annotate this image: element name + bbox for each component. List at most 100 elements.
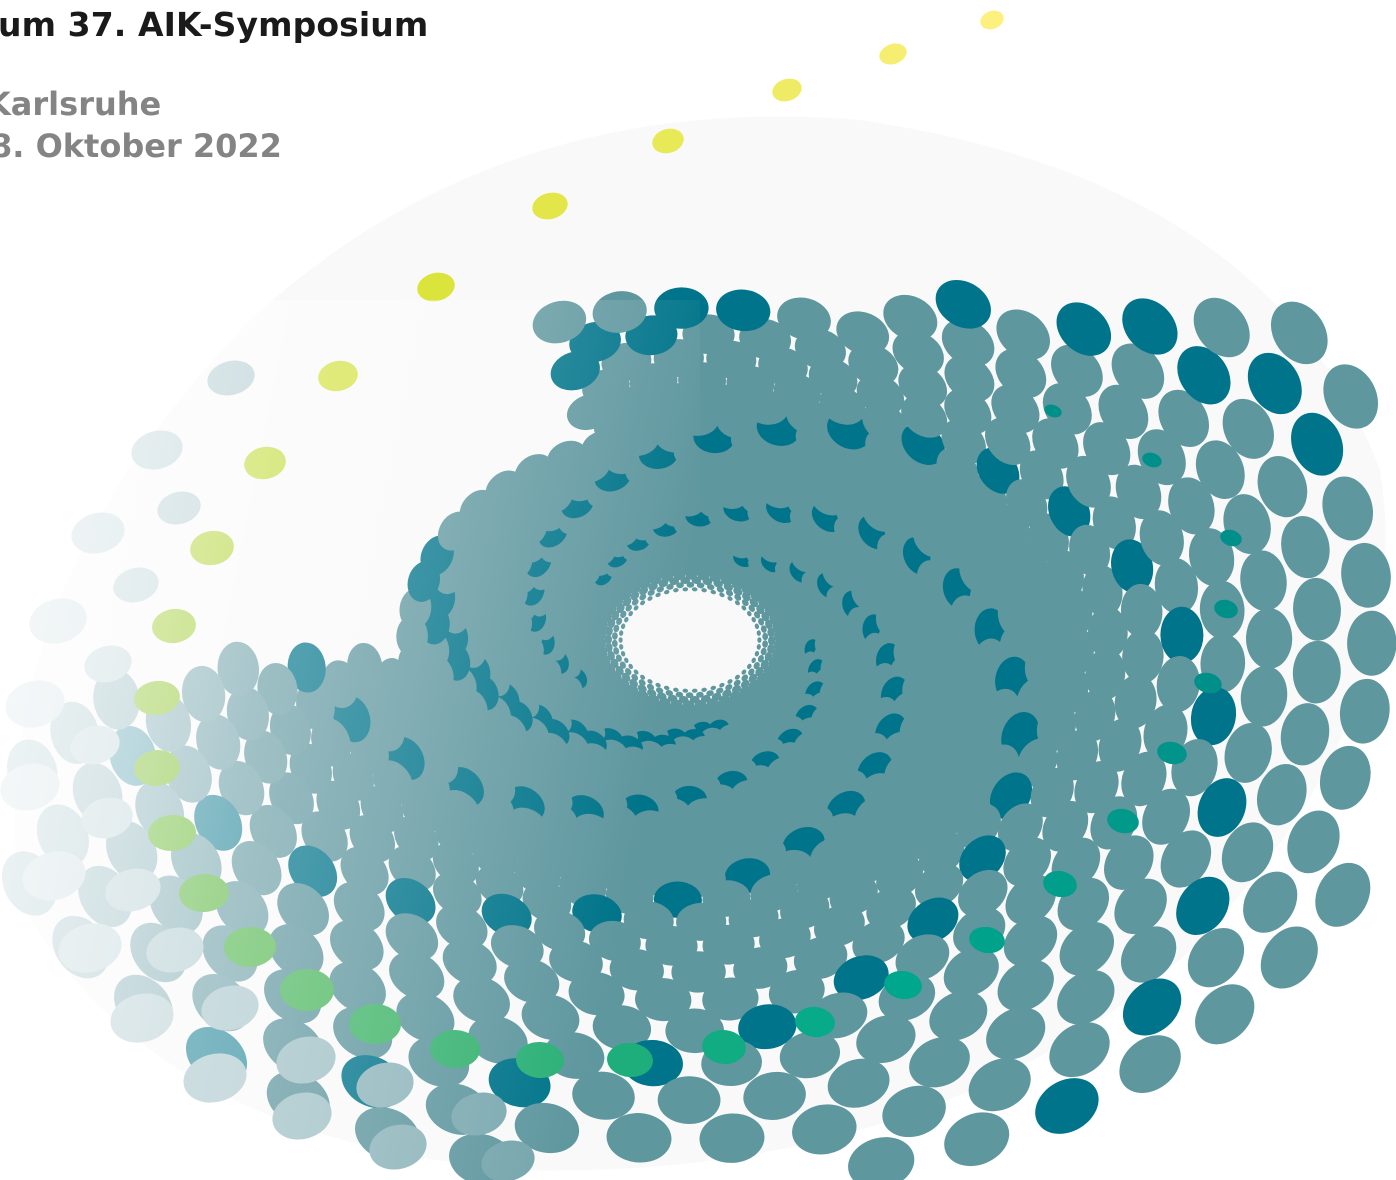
spiral-dot [856, 1014, 916, 1064]
spiral-dot [1049, 664, 1089, 715]
spiral-dot [699, 1113, 765, 1163]
accent-dot [702, 1029, 746, 1065]
spiral-dot [731, 685, 742, 694]
accent-dot [795, 1006, 835, 1038]
spiral-dot [751, 616, 756, 623]
spiral-dot [727, 679, 733, 684]
accent-dot [980, 10, 1004, 30]
spiral-dot [706, 690, 714, 697]
accent-dot [879, 43, 907, 65]
spiral-dot [1322, 476, 1374, 541]
spiral-dot [944, 355, 995, 402]
spiral-dot [733, 679, 741, 687]
spiral-dot [768, 969, 825, 1014]
spiral-dot [716, 687, 724, 694]
spiral-dot [866, 886, 916, 930]
accent-dot [1214, 599, 1238, 619]
spiral-dot [907, 897, 959, 944]
spiral-dot [741, 674, 749, 682]
spiral-dot [756, 644, 761, 650]
spiral-dot [1056, 302, 1112, 356]
spiral-dot [1051, 344, 1103, 398]
spiral-dot [779, 1031, 841, 1079]
spiral-dot [1074, 689, 1116, 742]
spiral-dot [748, 668, 755, 676]
spiral-dot [929, 990, 988, 1041]
event-location: Karlsruhe [0, 85, 162, 123]
spiral-dot [734, 600, 740, 606]
spiral-dot [1323, 364, 1379, 429]
spiral-dot [762, 640, 769, 648]
accent-dot [1043, 870, 1077, 898]
spiral-dot [1319, 745, 1371, 810]
spiral-dot [710, 685, 717, 691]
spiral-dot [1156, 655, 1200, 713]
spiral-dot [725, 684, 733, 691]
spiral-dot [733, 947, 788, 989]
spiral-dot [1270, 301, 1328, 365]
spiral-dot [1142, 788, 1191, 845]
spiral-dot [836, 311, 890, 355]
spiral-dot [1085, 648, 1126, 701]
spiral-dot [996, 309, 1050, 360]
spiral-dot [1160, 830, 1212, 888]
spiral-dot [738, 1004, 797, 1050]
spiral-dot [1256, 764, 1307, 826]
spiral-dot [756, 630, 761, 636]
spiral-dot [833, 955, 889, 1001]
spiral-dot [701, 687, 707, 692]
spiral-dot [1122, 978, 1182, 1036]
spiral-dot [754, 650, 760, 657]
spiral-dot [883, 294, 938, 341]
spiral-dot [754, 623, 760, 630]
spiral-dot [706, 584, 715, 590]
spiral-dot [1122, 629, 1164, 684]
spiral-dot [1121, 751, 1167, 807]
accent-dot [884, 970, 922, 1000]
spiral-dot [1347, 610, 1396, 676]
accent-dot [772, 78, 802, 102]
spiral-dot [1315, 862, 1371, 927]
spiral-dot [1026, 607, 1064, 656]
spiral-dot [898, 363, 948, 408]
spiral-dot [1114, 674, 1157, 729]
spiral-dot [734, 594, 742, 601]
spiral-dot [848, 1137, 915, 1180]
spiral-dot [1005, 874, 1056, 925]
spiral-dot [1055, 625, 1094, 677]
spiral-dot [995, 348, 1047, 399]
spiral-dot [1119, 1035, 1181, 1094]
spiral-dot [1115, 464, 1162, 520]
spiral-dot [759, 917, 811, 959]
spiral-dot [814, 904, 865, 947]
spiral-dot [725, 589, 734, 597]
spiral-dot [734, 674, 740, 680]
spiral-dot [753, 611, 761, 619]
spiral-dot [1224, 722, 1272, 783]
spiral-dot [777, 297, 831, 340]
spiral-dot [935, 279, 991, 329]
spiral-dot [941, 319, 995, 367]
accent-dot [1220, 529, 1242, 547]
spiral-dot [1195, 984, 1255, 1045]
event-title: um 37. AIK-Symposium [0, 5, 429, 44]
spiral-dot [751, 657, 756, 664]
spiral-dot [1057, 970, 1115, 1025]
spiral-dot [1339, 678, 1390, 744]
spiral-dot [1193, 297, 1250, 358]
spiral-dot [958, 869, 1008, 918]
accent-dot [652, 128, 684, 154]
spiral-dot [1035, 1078, 1099, 1134]
spiral-dot [1341, 542, 1391, 608]
accent-dot [1157, 741, 1187, 765]
spiral-dot [1260, 926, 1318, 989]
spiral-dot [746, 610, 752, 617]
spiral-dot [1281, 515, 1330, 579]
spiral-dot [1003, 915, 1058, 967]
spiral-dot [848, 343, 899, 387]
spiral-dot [719, 682, 725, 688]
spiral-dot [1120, 926, 1177, 983]
spiral-dot [758, 618, 765, 626]
